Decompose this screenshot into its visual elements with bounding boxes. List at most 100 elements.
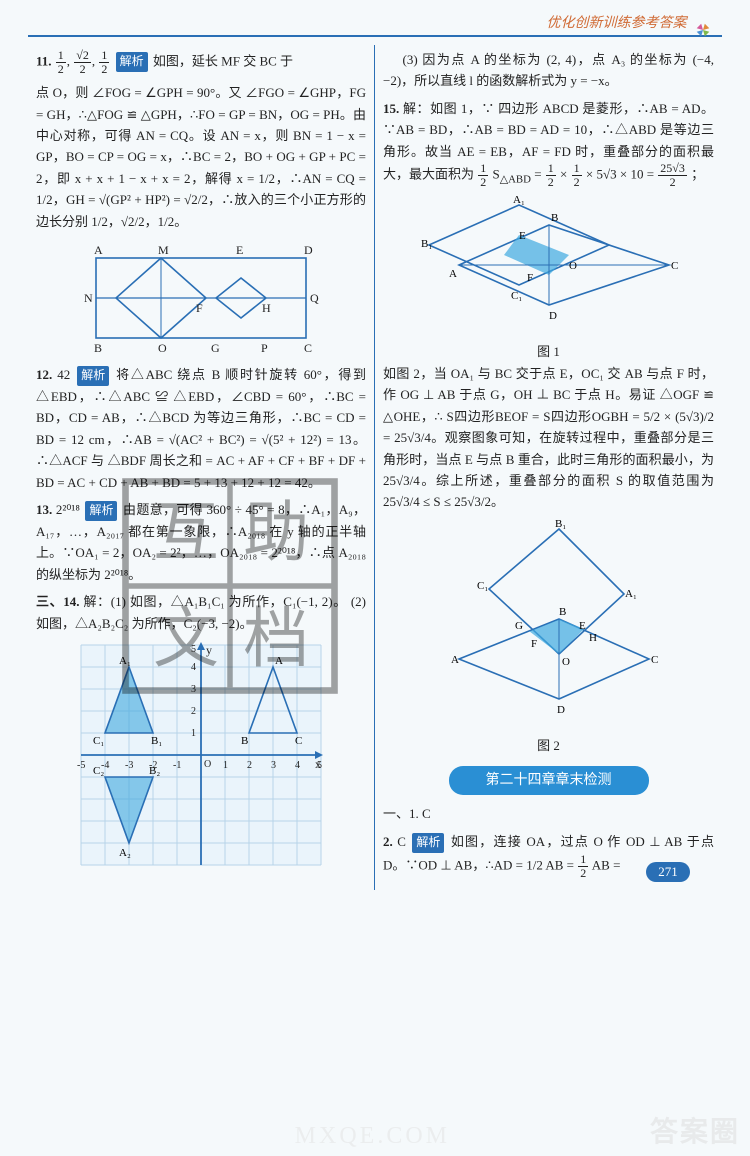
svg-text:O: O [569,260,577,272]
svg-text:2: 2 [247,760,252,771]
svg-text:C: C [295,735,302,747]
svg-text:B₁: B₁ [151,735,162,747]
bottom-watermark-2: MXQE.COM [295,1123,450,1150]
fig2-label: 图 2 [383,735,714,756]
page-number: 271 [646,862,690,882]
q13-num: 13. [36,502,52,517]
svg-text:y: y [206,643,212,657]
header-rule [28,35,722,37]
svg-text:B: B [559,606,566,618]
svg-text:B₁: B₁ [555,519,566,530]
q14-num: 三、14. [36,594,80,609]
q15-num: 15. [383,101,399,116]
svg-text:B: B [94,341,102,355]
svg-text:D: D [304,243,313,257]
q11-text1: 如图，延长 MF 交 BC 于 [153,53,293,68]
svg-text:A₁: A₁ [119,655,131,667]
svg-text:C₁: C₁ [511,290,522,302]
svg-text:E: E [519,230,526,242]
q13-ans: 2²⁰¹⁸ [56,502,80,517]
svg-text:O: O [562,656,570,668]
header-title: 优化创新训练参考答案 [547,16,687,31]
svg-text:F: F [196,301,203,315]
svg-text:M: M [158,243,169,257]
svg-text:O: O [158,341,167,355]
svg-text:A: A [94,243,103,257]
svg-text:H: H [589,632,597,644]
q11-body: 点 O，则 ∠FOG = ∠GPH = 90°。又 ∠FGO = ∠GHP，FG… [36,82,366,232]
svg-text:5: 5 [191,644,196,655]
svg-text:4: 4 [191,662,196,673]
svg-text:B₁: B₁ [421,238,432,250]
ch24-q2-ans: C [397,834,406,849]
svg-text:4: 4 [295,760,300,771]
svg-text:-2: -2 [149,760,157,771]
q14-text: 解：(1) 如图，△A₁B₁C₁ 为所作，C₁(−1, 2)。 (2) 如图，△… [36,594,366,630]
right-column: (3) 因为点 A 的坐标为 (2, 4)，点 A₃ 的坐标为 (−4, −2)… [375,45,722,890]
left-column: 11. 12, √22, 12 解析 如图，延长 MF 交 BC 于 点 O，则… [28,45,375,890]
svg-text:C₁: C₁ [93,735,104,747]
q14-grid: y x A B C A₁ B₁ C₁ A₂ B₂ C₂ -5-4-3 [71,640,331,870]
q12-ans: 42 [57,367,70,382]
q14: 三、14. 解：(1) 如图，△A₁B₁C₁ 为所作，C₁(−1, 2)。 (2… [36,591,366,634]
svg-text:Q: Q [310,291,319,305]
svg-text:H: H [262,301,271,315]
svg-text:A: A [275,655,283,667]
svg-text:3: 3 [191,684,196,695]
q15: 15. 解：如图 1，∵ 四边形 ABCD 是菱形，∴AB = AD。∵AB =… [383,98,714,190]
svg-text:N: N [84,291,93,305]
svg-text:2: 2 [191,706,196,717]
ch24-q1: 一、1. C [383,803,714,824]
analysis-tag: 解析 [412,833,444,853]
svg-text:3: 3 [271,760,276,771]
q11-num: 11. [36,53,52,68]
svg-text:C₁: C₁ [477,580,488,592]
svg-text:-4: -4 [101,760,109,771]
svg-text:E: E [236,243,243,257]
svg-text:A₁: A₁ [625,588,637,600]
svg-text:E: E [579,620,586,632]
page-header: 优化创新训练参考答案 [28,12,722,33]
svg-text:C: C [671,260,678,272]
analysis-tag: 解析 [77,366,109,386]
q12-text: 将△ABC 绕点 B 顺时针旋转 60°，得到 △EBD，∴△ABC ≌ △EB… [36,367,366,490]
fig1-label: 图 1 [383,341,714,362]
svg-text:C: C [304,341,312,355]
q15-fig1: A₁ B B₁ A E O C C₁ D F [419,195,679,335]
chapter-pill: 第二十四章章末检测 [449,766,649,795]
svg-text:P: P [261,341,268,355]
q15-text2: 如图 2，当 OA₁ 与 BC 交于点 E，OC₁ 交 AB 与点 F 时，作 … [383,363,714,513]
analysis-tag: 解析 [85,501,117,521]
analysis-tag: 解析 [116,52,148,72]
svg-text:-1: -1 [173,760,181,771]
content-columns: 11. 12, √22, 12 解析 如图，延长 MF 交 BC 于 点 O，则… [28,45,722,890]
q12: 12. 42 解析 将△ABC 绕点 B 顺时针旋转 60°，得到 △EBD，∴… [36,364,366,493]
svg-text:-3: -3 [125,760,133,771]
svg-text:A₂: A₂ [119,847,131,859]
svg-text:A₁: A₁ [513,195,525,206]
q11: 11. 12, √22, 12 解析 如图，延长 MF 交 BC 于 [36,49,366,76]
q14-part3: (3) 因为点 A 的坐标为 (2, 4)，点 A₃ 的坐标为 (−4, −2)… [383,49,714,92]
bottom-watermark-1: 答案圈 [650,1110,740,1150]
pinwheel-icon [694,15,712,33]
svg-text:B: B [241,735,248,747]
svg-text:5: 5 [317,760,322,771]
q12-num: 12. [36,367,52,382]
svg-text:D: D [557,704,565,716]
svg-text:O: O [204,759,211,770]
svg-text:D: D [549,310,557,322]
svg-text:1: 1 [191,728,196,739]
q11-figure: A M E D N F H Q B O G P C [76,238,326,358]
q13: 13. 2²⁰¹⁸ 解析 由题意，可得 360° ÷ 45° = 8，∴A₁，A… [36,499,366,585]
q15-fig2: B₁ A₁ C₁ G F B E H A O C D [429,519,669,729]
svg-text:F: F [531,638,537,650]
svg-text:F: F [527,272,533,284]
svg-text:C: C [651,654,658,666]
svg-text:G: G [211,341,220,355]
svg-text:-5: -5 [77,760,85,771]
svg-text:B: B [551,212,558,224]
svg-text:G: G [515,620,523,632]
svg-text:1: 1 [223,760,228,771]
ch24-q2-num: 2. [383,834,393,849]
svg-text:A: A [451,654,459,666]
